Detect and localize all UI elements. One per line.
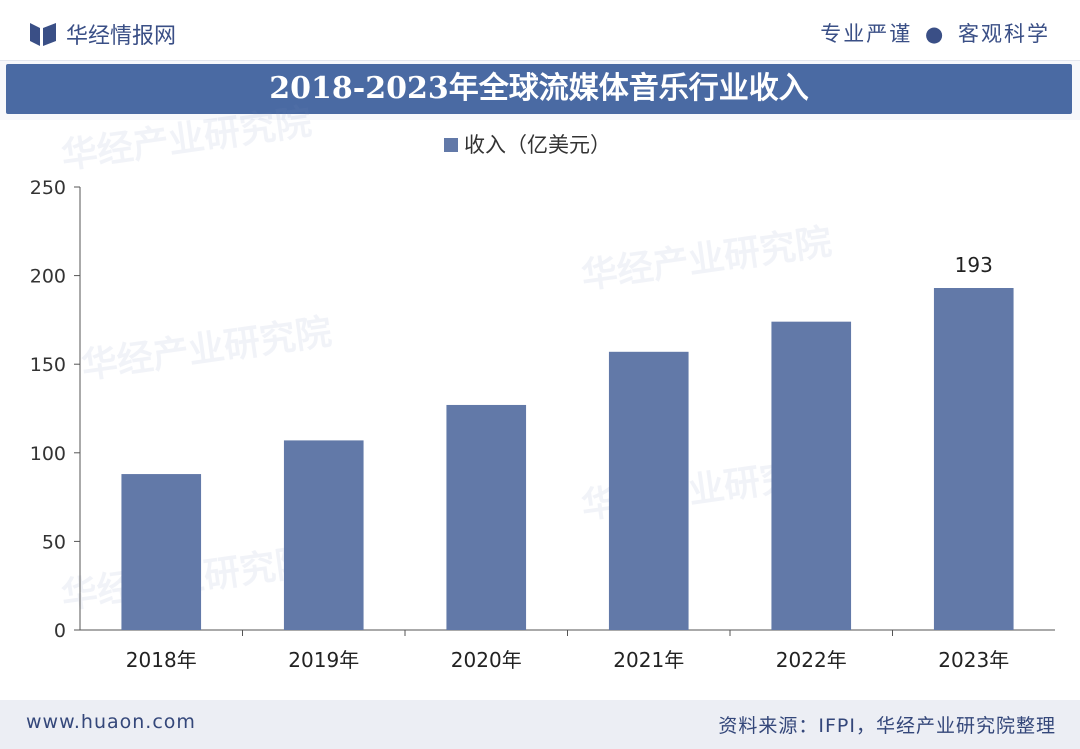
slogan: 专业严谨 ● 客观科学 bbox=[820, 18, 1050, 48]
huajing-logo-icon bbox=[30, 23, 56, 46]
chart-title: 2018-2023年全球流媒体音乐行业收入 bbox=[269, 71, 809, 106]
brand-name: 华经情报网 bbox=[66, 24, 177, 49]
y-tick-label: 200 bbox=[30, 266, 66, 288]
x-tick-label: 2020年 bbox=[451, 648, 522, 672]
y-tick-label: 0 bbox=[54, 620, 66, 642]
bar bbox=[771, 321, 852, 630]
y-tick-label: 100 bbox=[30, 443, 66, 465]
data-source: 资料来源：IFPI，华经产业研究院整理 bbox=[718, 715, 1056, 737]
data-label: 193 bbox=[955, 253, 993, 277]
bar bbox=[121, 474, 202, 630]
bar bbox=[283, 440, 364, 630]
footer-bar: www.huaon.com 资料来源：IFPI，华经产业研究院整理 bbox=[0, 700, 1080, 749]
x-tick-label: 2018年 bbox=[126, 648, 197, 672]
legend-label: 收入（亿美元） bbox=[464, 133, 611, 157]
x-tick-label: 2021年 bbox=[613, 648, 684, 672]
x-tick-label: 2023年 bbox=[938, 648, 1009, 672]
legend-swatch bbox=[444, 138, 458, 152]
slogan-left: 专业严谨 bbox=[820, 22, 913, 46]
y-tick-label: 50 bbox=[42, 531, 66, 553]
footer-website[interactable]: www.huaon.com bbox=[26, 711, 196, 733]
x-tick-label: 2022年 bbox=[776, 648, 847, 672]
x-tick-label: 2019年 bbox=[288, 648, 359, 672]
bar bbox=[608, 351, 689, 630]
bar bbox=[446, 404, 527, 630]
slogan-separator: ● bbox=[924, 22, 946, 46]
header-bar: 华经情报网 专业严谨 ● 客观科学 bbox=[0, 0, 1080, 61]
slogan-right: 客观科学 bbox=[958, 22, 1050, 46]
bar bbox=[933, 288, 1014, 630]
y-tick-label: 150 bbox=[30, 354, 66, 376]
title-bar: 2018-2023年全球流媒体音乐行业收入 bbox=[6, 64, 1072, 114]
y-tick-label: 250 bbox=[30, 177, 66, 199]
chart-area: 华经产业研究院 华经产业研究院 华经产业研究院 华经产业研究院 华经产业研究院 … bbox=[0, 102, 1080, 700]
bar-chart: 收入（亿美元） 0 50 100 150 200 250 2018年 2019年 2020年 202… bbox=[30, 133, 1055, 672]
